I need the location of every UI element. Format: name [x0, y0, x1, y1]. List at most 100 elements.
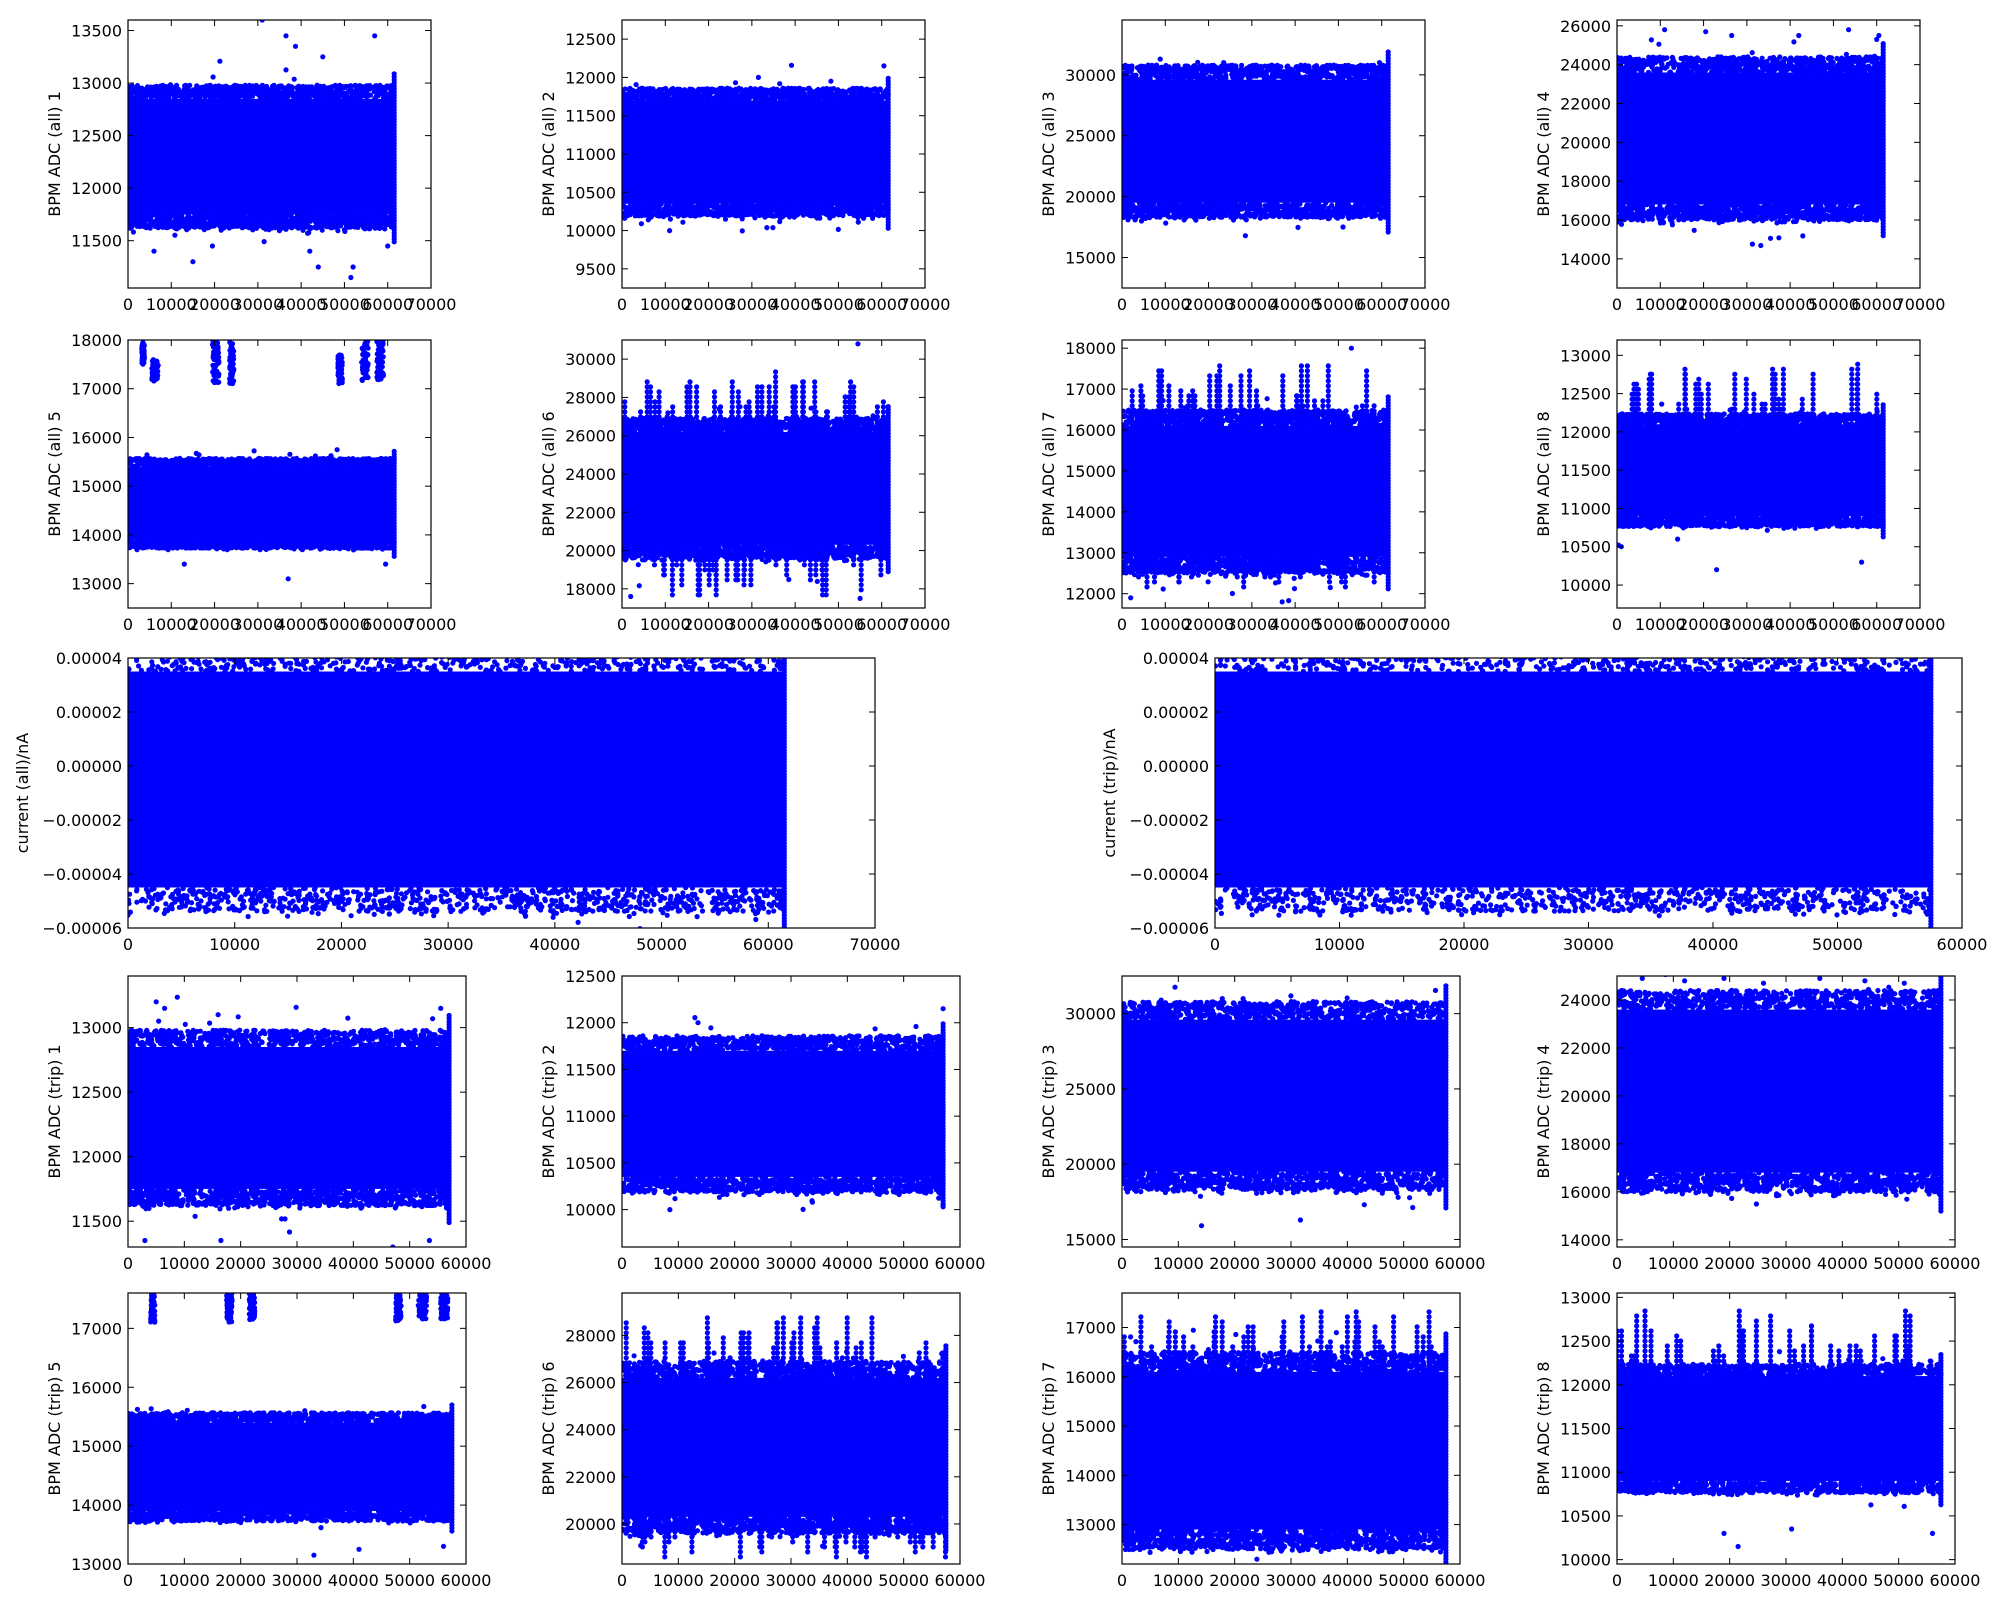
data-point — [670, 206, 676, 212]
data-point — [372, 33, 378, 39]
data-point — [1264, 68, 1271, 74]
data-point — [1279, 209, 1285, 215]
x-tick-label: 0 — [617, 295, 627, 314]
y-tick-label: 11500 — [71, 232, 122, 251]
data-point — [877, 86, 883, 92]
data-point — [276, 83, 282, 89]
data-point — [282, 95, 288, 101]
data-point — [648, 94, 654, 100]
data-point — [622, 91, 626, 97]
data-point — [273, 88, 280, 94]
data-point — [1226, 66, 1232, 72]
data-point — [1155, 69, 1161, 75]
data-point — [810, 95, 816, 101]
data-point — [1313, 66, 1319, 72]
data-point — [192, 212, 198, 218]
data-point — [1147, 75, 1153, 81]
data-point — [756, 206, 762, 212]
data-point — [1274, 203, 1280, 209]
data-point — [1305, 202, 1312, 208]
data-point — [1318, 207, 1324, 213]
data-point — [828, 90, 834, 96]
data-point — [727, 94, 733, 100]
data-point — [1329, 73, 1335, 79]
data-point — [666, 89, 672, 95]
y-tick-label: 13000 — [71, 74, 122, 93]
data-point — [346, 213, 352, 219]
data-point — [1351, 213, 1357, 219]
data-point — [622, 96, 628, 102]
data-point — [835, 226, 841, 232]
data-point — [1258, 207, 1265, 213]
data-point — [1318, 73, 1324, 80]
data-point — [1262, 72, 1268, 78]
data-point — [1285, 208, 1291, 214]
data-point — [765, 96, 771, 102]
data-point — [636, 206, 643, 212]
data-point — [186, 89, 192, 95]
data-point — [647, 203, 653, 210]
data-point — [283, 67, 289, 73]
data-point — [1148, 68, 1154, 74]
data-point — [727, 207, 733, 213]
data-point — [344, 224, 350, 230]
data-point — [856, 86, 862, 92]
data-point — [869, 212, 875, 218]
x-tick-label: 40000 — [770, 295, 821, 314]
data-point — [696, 94, 702, 100]
data-point — [721, 89, 727, 95]
data-point — [130, 86, 136, 92]
data-point — [864, 92, 871, 98]
x-tick-label: 10000 — [146, 295, 197, 314]
x-tick-label: 60000 — [362, 295, 413, 314]
y-tick-label: 12000 — [71, 179, 122, 198]
data-point — [382, 89, 388, 96]
data-point — [707, 87, 713, 93]
data-point — [793, 89, 800, 95]
data-point — [760, 212, 766, 218]
data-point — [136, 220, 142, 226]
y-tick-label: 10000 — [565, 222, 616, 241]
data-point — [1179, 212, 1185, 218]
data-point — [1241, 213, 1247, 219]
data-point — [349, 218, 356, 224]
data-point — [676, 203, 682, 210]
data-point — [1171, 211, 1177, 217]
data-point — [1164, 210, 1170, 216]
data-point — [294, 224, 300, 230]
data-point — [667, 228, 673, 234]
data-point — [1228, 214, 1234, 220]
data-point — [667, 216, 674, 222]
data-point — [257, 214, 263, 220]
data-point — [1249, 71, 1255, 77]
y-tick-label: 12500 — [71, 127, 122, 146]
data-point — [1369, 201, 1375, 207]
data-point — [382, 213, 388, 219]
data-point — [316, 213, 322, 219]
data-point — [1139, 200, 1145, 206]
data-point — [276, 224, 282, 230]
data-point — [249, 222, 256, 229]
data-point — [310, 85, 316, 91]
data-point — [381, 217, 387, 223]
data-point — [1258, 72, 1264, 78]
data-point — [1131, 74, 1137, 80]
data-point — [1153, 214, 1159, 220]
data-point — [306, 214, 312, 220]
data-point — [1143, 207, 1149, 213]
data-point — [298, 216, 304, 222]
data-point — [1340, 224, 1346, 230]
data-point — [140, 217, 146, 224]
data-point — [1183, 68, 1189, 74]
data-point — [211, 86, 217, 92]
data-point — [712, 203, 718, 209]
data-point — [221, 216, 227, 222]
data-point — [840, 97, 846, 103]
data-point — [1295, 224, 1301, 230]
y-tick-label: 11000 — [565, 145, 616, 164]
x-tick-label: 50000 — [813, 295, 864, 314]
data-point — [623, 205, 629, 211]
data-point — [195, 94, 202, 100]
data-point — [833, 96, 840, 102]
data-point — [215, 84, 221, 90]
